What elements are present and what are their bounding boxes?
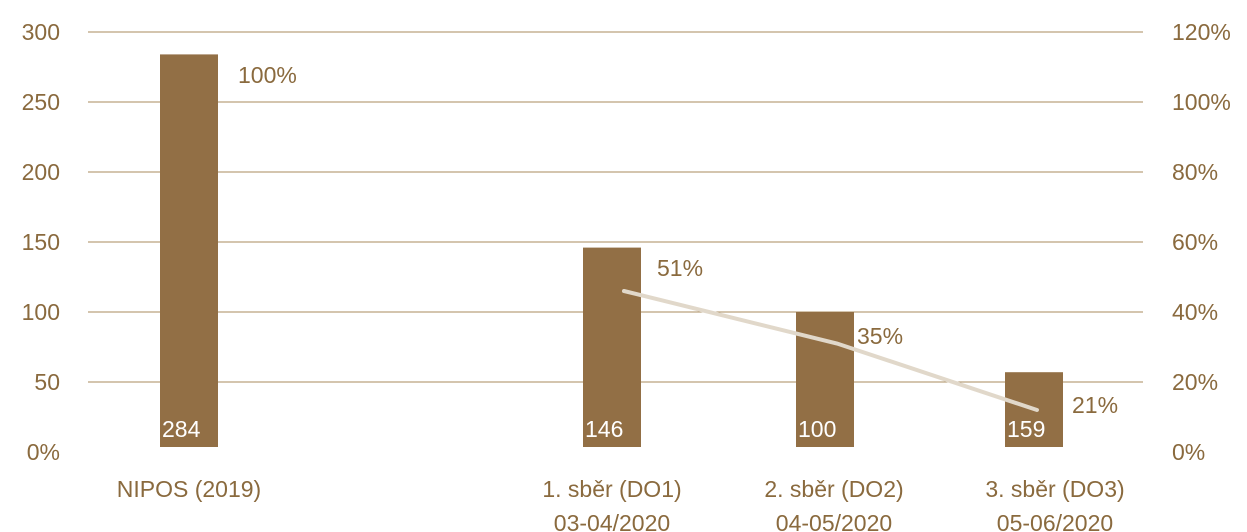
percent-series-line: [622, 289, 1039, 412]
left-tick-label: 300: [22, 19, 60, 45]
left-tick-label: 0%: [27, 439, 60, 465]
percent-labels: 100% 51% 35% 21%: [238, 62, 1118, 418]
category-label: 3. sběr (DO3): [985, 476, 1124, 502]
left-tick-label: 250: [22, 89, 60, 115]
category-label: 05-06/2020: [997, 510, 1113, 532]
category-label: 03-04/2020: [554, 510, 670, 532]
gridlines: [88, 31, 1143, 383]
right-tick-label: 100%: [1172, 89, 1231, 115]
bar-value-labels: 284 146 100 159: [162, 416, 1045, 442]
right-tick-label: 60%: [1172, 229, 1218, 255]
percent-label: 35%: [857, 323, 903, 349]
percent-label: 51%: [657, 255, 703, 281]
bar-value-label: 100: [798, 416, 836, 442]
right-tick-label: 0%: [1172, 439, 1205, 465]
bar-value-label: 159: [1007, 416, 1045, 442]
bar: [160, 54, 218, 448]
category-labels: NIPOS (2019) 1. sběr (DO1) 03-04/2020 2. sb…: [117, 476, 1125, 532]
category-label: 1. sběr (DO1): [542, 476, 681, 502]
right-tick-label: 20%: [1172, 369, 1218, 395]
percent-line: [622, 289, 1039, 412]
right-tick-label: 80%: [1172, 159, 1218, 185]
left-tick-label: 50: [34, 369, 60, 395]
bars: [160, 54, 1063, 448]
category-label: NIPOS (2019): [117, 476, 261, 502]
bar-value-label: 284: [162, 416, 201, 442]
right-tick-label: 120%: [1172, 19, 1231, 45]
category-label: 04-05/2020: [776, 510, 892, 532]
left-tick-label: 100: [22, 299, 60, 325]
bar-value-label: 146: [585, 416, 623, 442]
right-axis: 0% 20% 40% 60% 80% 100% 120%: [1172, 19, 1231, 465]
right-tick-label: 40%: [1172, 299, 1218, 325]
category-label: 2. sběr (DO2): [764, 476, 903, 502]
percent-label: 100%: [238, 62, 297, 88]
percent-label: 21%: [1072, 392, 1118, 418]
left-tick-label: 150: [22, 229, 60, 255]
bar: [583, 247, 641, 447]
left-axis: 0% 50 100 150 200 250 300: [22, 19, 60, 465]
left-tick-label: 200: [22, 159, 60, 185]
